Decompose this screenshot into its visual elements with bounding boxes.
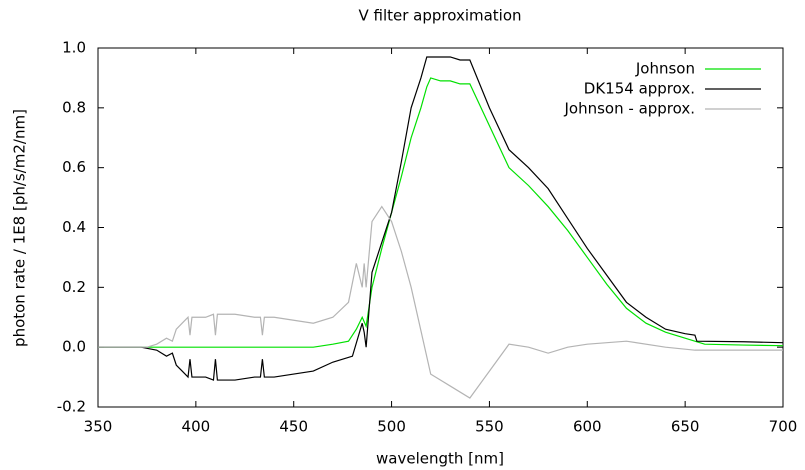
series-line: [98, 205, 783, 399]
y-tick-label: 0.4: [62, 218, 86, 236]
x-tick-label: 600: [573, 418, 602, 436]
x-tick-label: 500: [377, 418, 406, 436]
x-tick-label: 450: [279, 418, 308, 436]
x-tick-label: 550: [475, 418, 504, 436]
x-tick-label: 650: [671, 418, 700, 436]
x-axis-label: wavelength [nm]: [376, 450, 504, 468]
series-line: [98, 56, 784, 381]
x-tick-label: 350: [84, 418, 113, 436]
y-tick-label: 0.8: [62, 98, 86, 116]
x-tick-label: 400: [182, 418, 211, 436]
legend-label: Johnson: [635, 60, 695, 78]
y-axis-label: photon rate / 1E8 [ph/s/m2/nm]: [11, 109, 29, 347]
x-tick-label: 700: [769, 418, 798, 436]
y-tick-label: 1.0: [62, 39, 86, 57]
y-tick-label: 0.6: [62, 158, 86, 176]
series-line: [98, 77, 784, 348]
y-tick-label: 0.2: [62, 278, 86, 296]
legend-label: Johnson - approx.: [564, 100, 696, 118]
y-tick-label: -0.2: [57, 398, 86, 416]
y-tick-label: 0.0: [62, 338, 86, 356]
chart-title: V filter approximation: [358, 7, 521, 25]
legend-label: DK154 approx.: [584, 80, 695, 98]
